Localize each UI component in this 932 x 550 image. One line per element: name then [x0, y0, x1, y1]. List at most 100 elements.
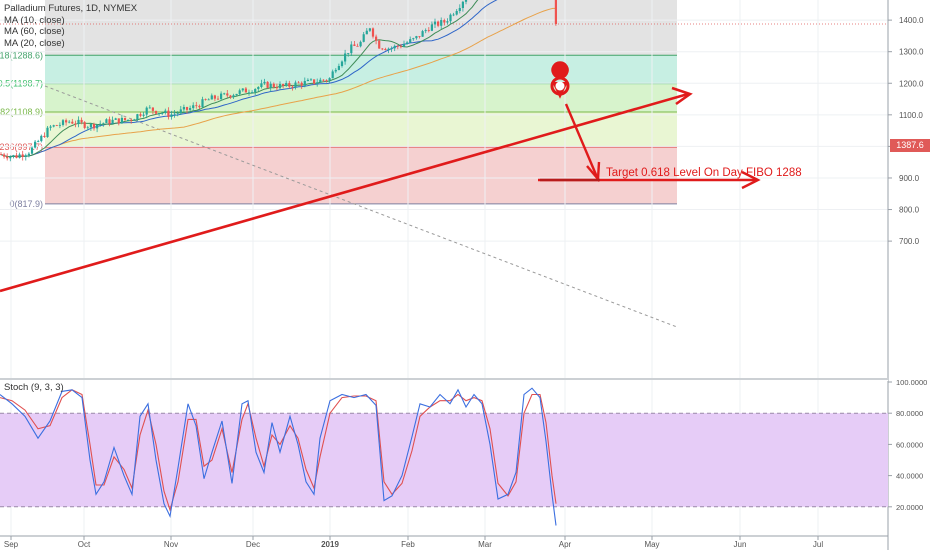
candle-body[interactable] [99, 123, 102, 125]
candle-body[interactable] [34, 141, 37, 148]
candle-body[interactable] [111, 119, 114, 124]
candle-body[interactable] [406, 42, 409, 44]
candle-body[interactable] [182, 107, 185, 110]
candle-body[interactable] [173, 113, 176, 115]
candle-body[interactable] [167, 110, 170, 118]
candle-body[interactable] [452, 14, 455, 16]
down-arrow[interactable] [564, 103, 599, 178]
candle-body[interactable] [229, 95, 232, 98]
candle-body[interactable] [12, 155, 15, 157]
candle-body[interactable] [384, 48, 387, 51]
candle-body[interactable] [216, 98, 220, 100]
candle-body[interactable] [27, 153, 30, 156]
candle-body[interactable] [192, 105, 195, 109]
target-annotation[interactable]: Target 0.618 Level On Day FIBO 1288 [606, 167, 802, 179]
fib-band[interactable] [45, 55, 677, 84]
candle-body[interactable] [223, 93, 226, 95]
candle-body[interactable] [464, 0, 468, 2]
candle-body[interactable] [220, 93, 223, 100]
candle-body[interactable] [282, 84, 285, 86]
candle-body[interactable] [393, 45, 396, 49]
candle-body[interactable] [350, 44, 353, 54]
candle-body[interactable] [251, 92, 254, 93]
candle-body[interactable] [133, 119, 136, 121]
candle-body[interactable] [316, 82, 319, 84]
candle-body[interactable] [331, 71, 334, 79]
candle-body[interactable] [148, 107, 151, 109]
uptrend-line[interactable] [0, 92, 689, 293]
candle-body[interactable] [3, 154, 6, 157]
time-axis[interactable]: Sep Oct Nov Dec 2019 Feb Mar Apr May Jun Jul [0, 535, 888, 549]
candle-body[interactable] [65, 120, 68, 123]
candle-body[interactable] [151, 107, 154, 111]
candle-body[interactable] [272, 83, 275, 88]
candle-body[interactable] [102, 122, 105, 124]
candle-body[interactable] [0, 154, 3, 156]
candles[interactable] [0, 0, 557, 162]
candle-body[interactable] [402, 43, 406, 47]
candle-body[interactable] [309, 79, 313, 81]
candle-body[interactable] [83, 122, 86, 128]
candle-body[interactable] [390, 48, 393, 50]
candle-body[interactable] [433, 21, 437, 25]
candle-body[interactable] [74, 123, 77, 125]
candle-body[interactable] [226, 93, 229, 96]
candle-body[interactable] [446, 21, 449, 23]
candle-body[interactable] [328, 78, 331, 81]
candle-body[interactable] [440, 20, 443, 26]
candle-body[interactable] [244, 88, 247, 93]
candle-body[interactable] [235, 93, 238, 96]
candle-body[interactable] [269, 83, 272, 88]
candle-body[interactable] [145, 107, 148, 115]
candle-body[interactable] [371, 28, 375, 37]
legend-ma10[interactable]: MA (10, close) [4, 14, 65, 26]
candle-body[interactable] [421, 31, 424, 37]
candle-body[interactable] [455, 10, 458, 15]
candle-body[interactable] [375, 36, 378, 41]
dashed-trendline[interactable] [44, 85, 678, 328]
candle-body[interactable] [356, 45, 359, 47]
candle-body[interactable] [306, 79, 309, 81]
candle-body[interactable] [232, 95, 235, 98]
candle-body[interactable] [461, 1, 464, 9]
legend-ma20[interactable]: MA (20, close) [4, 37, 65, 49]
candle-body[interactable] [554, 0, 557, 25]
candle-body[interactable] [108, 119, 111, 124]
candle-body[interactable] [40, 135, 43, 142]
candle-body[interactable] [443, 20, 446, 23]
legend-ma60[interactable]: MA (60, close) [4, 26, 65, 37]
candle-body[interactable] [427, 30, 430, 31]
candle-body[interactable] [204, 99, 207, 100]
candle-body[interactable] [80, 119, 83, 123]
candle-body[interactable] [415, 36, 418, 39]
candle-body[interactable] [86, 127, 89, 129]
candle-body[interactable] [123, 117, 127, 121]
candle-body[interactable] [210, 95, 213, 100]
candle-body[interactable] [238, 90, 241, 94]
candle-body[interactable] [96, 124, 99, 129]
candle-body[interactable] [353, 44, 356, 46]
candle-body[interactable] [9, 156, 12, 159]
candle-body[interactable] [396, 45, 399, 47]
candle-body[interactable] [365, 30, 368, 35]
candle-body[interactable] [164, 110, 167, 114]
candle-body[interactable] [275, 87, 278, 89]
candle-body[interactable] [266, 81, 269, 88]
candle-body[interactable] [170, 114, 173, 118]
candle-body[interactable] [322, 79, 325, 81]
candle-body[interactable] [15, 155, 18, 158]
candle-body[interactable] [319, 79, 322, 83]
candle-body[interactable] [254, 89, 257, 93]
candle-body[interactable] [303, 80, 306, 86]
candle-body[interactable] [257, 87, 260, 90]
candle-body[interactable] [77, 119, 80, 125]
candle-body[interactable] [189, 108, 192, 110]
candle-body[interactable] [294, 82, 297, 88]
arrow-drawings[interactable] [0, 61, 761, 293]
candle-body[interactable] [89, 124, 92, 128]
candle-body[interactable] [449, 14, 452, 22]
candle-body[interactable] [154, 110, 158, 114]
candle-body[interactable] [61, 120, 65, 125]
candle-body[interactable] [92, 124, 96, 129]
candle-body[interactable] [399, 46, 402, 48]
